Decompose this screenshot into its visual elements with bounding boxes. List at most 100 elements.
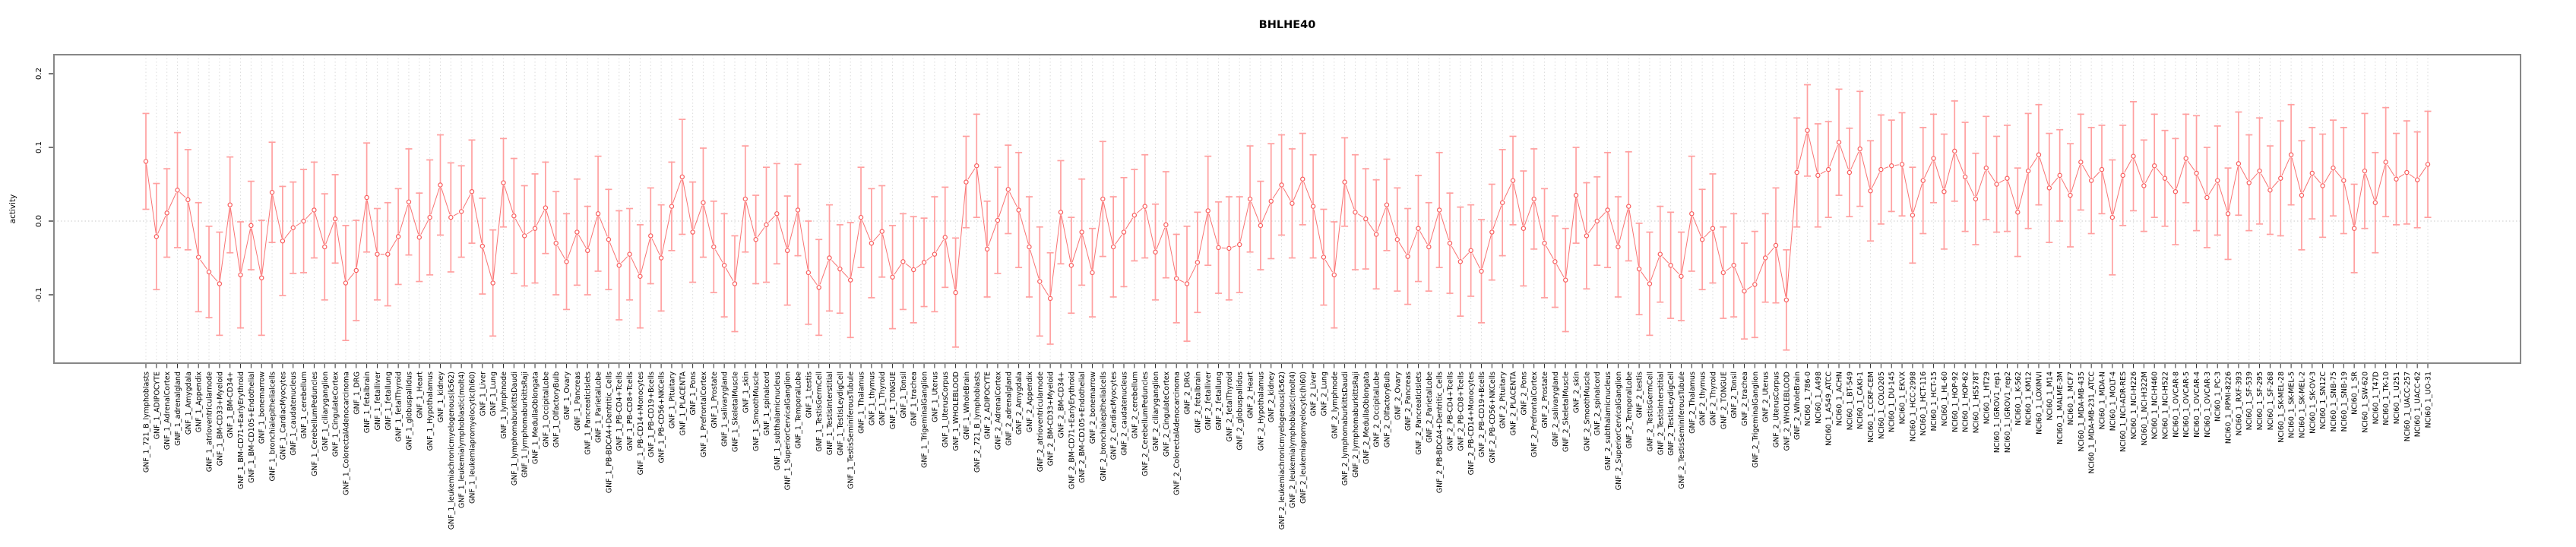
x-tick-label: GNF_2_cerebellum xyxy=(1131,372,1139,439)
x-tick-label: GNF_1_Tonsil xyxy=(900,372,908,419)
x-tick-label: GNF_2_SkeletalMuscle xyxy=(1562,372,1571,452)
x-tick-label: NCI60_1_RXF-393 xyxy=(2235,372,2243,435)
series-segment xyxy=(1966,179,1975,197)
x-tick-label: GNF_2_PB-CD8+Tcells xyxy=(1457,372,1465,451)
series-segment xyxy=(2409,173,2416,179)
series-segment xyxy=(672,179,682,204)
x-tick-label: GNF_1_testis xyxy=(805,372,813,418)
series-segment xyxy=(1398,242,1407,255)
series-segment xyxy=(1913,183,1923,213)
x-tick-label: GNF_1_subthalamicnucleus xyxy=(774,372,782,470)
x-tick-label: GNF_2_Appendix xyxy=(1026,372,1034,433)
data-point xyxy=(2267,188,2273,193)
data-point xyxy=(1131,213,1138,218)
x-tick-label: GNF_1_BM-CD105+Endothelial xyxy=(248,372,256,483)
data-point xyxy=(1762,255,1768,261)
data-point xyxy=(964,179,969,185)
data-point xyxy=(564,259,569,264)
x-tick-label: GNF_1_salivarygland xyxy=(721,372,729,447)
x-tick-label: GNF_1_Pancreas xyxy=(574,372,582,431)
series-segment xyxy=(1136,207,1143,213)
series-segment xyxy=(1115,234,1122,245)
x-tick-label: GNF_2_PB-BDCA4+Dentritic_Cells xyxy=(1436,372,1445,493)
series-segment xyxy=(251,228,261,275)
series-segment xyxy=(1293,182,1302,201)
x-tick-label: GNF_1_Hypothalamus xyxy=(426,372,435,451)
data-point xyxy=(1068,263,1074,268)
data-point xyxy=(259,275,264,280)
data-point xyxy=(364,194,369,201)
data-point xyxy=(984,246,990,252)
series-segment xyxy=(2166,180,2174,190)
data-point xyxy=(1184,281,1190,286)
data-point xyxy=(227,202,233,207)
series-segment xyxy=(640,239,650,274)
x-tick-label: GNF_1_WholeBrain xyxy=(963,372,971,440)
data-point xyxy=(1300,176,1305,182)
data-point xyxy=(932,251,938,257)
data-point xyxy=(869,240,875,246)
data-point xyxy=(2005,175,2010,181)
series-segment xyxy=(1082,235,1092,270)
data-point xyxy=(175,188,180,193)
x-tick-label: NCI60_1_IGROV1_rep1 xyxy=(1993,372,2002,453)
data-point xyxy=(701,200,706,205)
series-segment xyxy=(389,239,397,252)
x-tick-label: GNF_1_CingulateCortex xyxy=(332,372,340,457)
series-segment xyxy=(1955,153,1964,175)
series-segment xyxy=(1565,198,1577,277)
series-segment xyxy=(1902,167,1913,213)
data-point xyxy=(2036,152,2042,157)
x-tick-label: GNF_2_globuspallidus xyxy=(1236,372,1245,451)
series-segment xyxy=(1492,205,1502,229)
data-point xyxy=(1731,263,1736,268)
x-tick-label: GNF_2_subthalamicnucleus xyxy=(1604,372,1612,470)
data-point xyxy=(458,209,464,214)
series-segment xyxy=(2093,171,2100,179)
data-point xyxy=(1216,245,1221,251)
data-point xyxy=(2372,200,2378,205)
x-tick-label: GNF_1_ColorectalAdenocarcinoma xyxy=(342,372,350,495)
x-tick-label: GNF_2_atrioventricularnode xyxy=(1036,372,1045,472)
data-point xyxy=(1173,276,1179,281)
series-segment xyxy=(894,264,902,275)
series-segment xyxy=(1145,209,1156,249)
data-point xyxy=(1783,297,1790,302)
x-tick-label: GNF_2_trachea xyxy=(1741,372,1749,426)
data-point xyxy=(1405,254,1410,259)
series-segment xyxy=(1313,209,1324,255)
x-tick-label: GNF_1_SuperiorCervicalGanglion xyxy=(784,372,793,490)
series-segment xyxy=(1734,267,1744,289)
data-point xyxy=(2309,170,2315,176)
data-point xyxy=(1920,178,1926,183)
series-segment xyxy=(2081,164,2090,179)
series-segment xyxy=(1725,267,1732,271)
series-segment xyxy=(305,212,312,220)
data-point xyxy=(479,243,486,249)
data-point xyxy=(2141,183,2147,188)
series-segment xyxy=(1125,217,1134,230)
series-segment xyxy=(1755,261,1765,282)
series-segment xyxy=(1188,264,1197,281)
x-tick-label: NCI60_1_SW-620 xyxy=(2361,372,2369,433)
x-tick-label: GNF_1_OccipitalLobe xyxy=(542,372,550,447)
data-point xyxy=(438,182,443,188)
x-tick-label: NCI60_1_DU-145 xyxy=(1888,372,1897,432)
data-point xyxy=(1889,163,1894,169)
x-tick-label: GNF_1_TrigeminalGanglion xyxy=(921,372,929,468)
data-point xyxy=(553,240,559,246)
series-segment xyxy=(210,274,218,282)
x-tick-label: GNF_2_UterusCorpus xyxy=(1773,372,1781,447)
x-tick-label: GNF_1_skin xyxy=(742,372,750,413)
x-tick-label: NCI60_1_MDA-MB-231_ATCC xyxy=(2088,372,2097,474)
data-point xyxy=(1499,200,1505,205)
series-segment xyxy=(945,240,956,290)
data-point xyxy=(1605,207,1610,213)
data-point xyxy=(847,277,853,283)
data-point xyxy=(1353,210,1358,215)
data-point xyxy=(1047,296,1053,302)
series-segment xyxy=(420,220,429,235)
data-point xyxy=(2046,185,2052,191)
